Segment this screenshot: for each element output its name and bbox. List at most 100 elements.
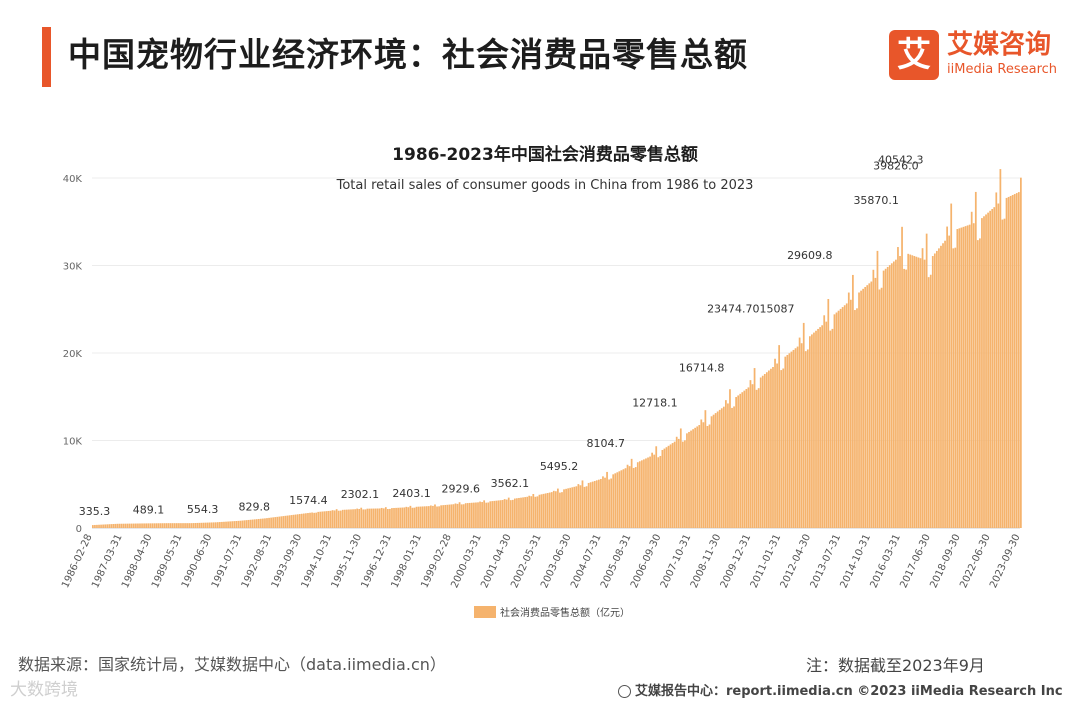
bar [501,500,504,528]
x-tick-label: 1990-06-30 [180,533,215,590]
bar [360,507,363,528]
bar [169,523,172,528]
bar [192,523,195,528]
bar [790,351,793,528]
bar [542,493,545,528]
bar [354,509,356,528]
bar [376,508,379,528]
bar [395,507,397,528]
y-tick-label: 10K [63,437,83,448]
bar [151,523,154,528]
bar [413,507,416,528]
bar [981,218,983,528]
bar [522,497,524,529]
footer-copyright: 艾媒报告中心：report.iimedia.cn ©2023 iiMedia R… [618,680,1063,699]
bar [993,207,996,529]
bar [329,510,332,528]
bar [456,503,459,528]
bar [925,233,928,528]
title-accent-bar [42,27,51,87]
x-tick-label: 1999-02-28 [419,533,454,590]
bar [823,315,826,528]
bar [606,471,608,528]
bar [372,508,375,528]
bar [331,510,334,528]
bar [516,498,518,528]
x-tick-label: 1992-08-31 [240,533,275,590]
bar [264,518,266,529]
bar [343,509,346,528]
bar [866,285,869,528]
bar [528,495,531,528]
bar [643,459,645,528]
bar [936,250,938,529]
bar [958,228,961,528]
bar [124,523,127,528]
bar [305,513,307,528]
bar [909,254,912,528]
bar [292,514,295,528]
bar [485,502,488,528]
bar [628,466,631,528]
data-label: 5495.2 [540,460,579,473]
bar [626,464,629,528]
bar [600,479,602,528]
bar [585,486,588,528]
bar [679,428,682,528]
chart-subtitle: Total retail sales of consumer goods in … [336,178,754,193]
bar [245,520,248,528]
bar [186,523,188,528]
bar [333,510,336,528]
bar [1017,192,1020,528]
bar [919,258,922,528]
x-tick-label: 1991-07-31 [210,533,245,590]
bar [208,522,211,528]
bar [470,502,473,528]
data-label: 1574.4 [289,494,328,507]
y-tick-label: 30K [63,262,83,273]
bar [251,519,254,528]
bar [241,520,244,528]
bar [649,456,651,528]
bar [583,486,586,529]
bar [231,521,234,528]
bar [852,274,854,528]
bar [462,504,465,528]
bar [473,502,475,529]
bar [751,384,754,528]
bar [335,509,338,528]
bar [452,504,455,528]
bar [636,462,639,528]
y-tick-label: 40K [63,174,83,185]
bar [559,492,561,528]
bar [159,523,162,528]
bar [608,479,610,528]
bar [409,505,412,528]
x-tick-label: 2011-01-31 [749,533,784,590]
bar [802,322,805,528]
bar [309,512,311,528]
bar [657,457,660,528]
bar [184,523,186,528]
bar [874,277,877,528]
bar [663,448,666,528]
bar [495,500,498,528]
bar [96,524,98,528]
bar [876,250,879,528]
logo-text-cn: 艾媒咨询 [947,30,1052,60]
bar [98,524,100,528]
bar [366,508,369,528]
bar [518,497,520,528]
bar [235,521,238,528]
x-tick-label: 2007-10-31 [659,533,694,590]
bar [892,261,895,528]
bar [784,356,787,528]
bar [817,328,819,528]
legend[interactable]: 社会消费品零售总额（亿元） [474,606,630,619]
bar [772,367,774,528]
bar [634,467,637,528]
x-axis: 1986-02-281987-03-311988-04-301989-05-31… [60,533,1023,590]
bar [92,525,94,528]
bar [100,524,102,528]
bar [382,508,385,528]
